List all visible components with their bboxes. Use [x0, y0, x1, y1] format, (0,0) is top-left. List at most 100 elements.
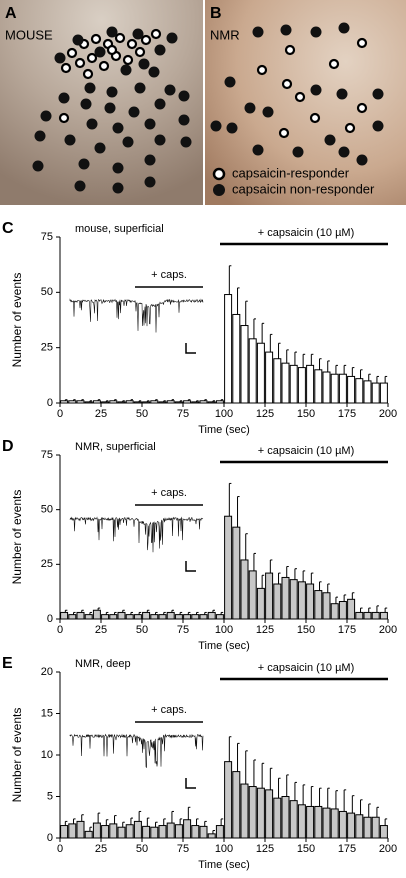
bar [338, 810, 347, 839]
bar [174, 401, 183, 404]
bar [125, 824, 134, 839]
x-tick-label: 25 [95, 408, 107, 420]
responder-dot [58, 112, 70, 124]
x-tick-label: 200 [379, 843, 397, 855]
bar [322, 371, 331, 404]
non-responder-dot [40, 110, 52, 122]
x-tick-label: 75 [177, 408, 189, 420]
bar [355, 814, 364, 839]
bar [92, 822, 101, 839]
x-tick-label: 150 [297, 624, 315, 636]
bar [281, 796, 290, 839]
bar [101, 825, 110, 839]
bar [199, 825, 208, 839]
bar [289, 579, 298, 620]
bar [142, 401, 151, 404]
y-tick-label: 75 [41, 449, 53, 461]
responder-dot [294, 91, 306, 103]
bar [240, 783, 249, 839]
non-responder-dot [112, 182, 124, 194]
responder-dot [278, 127, 290, 139]
non-responder-dot [104, 102, 116, 114]
bar [68, 823, 77, 839]
non-responder-dot [180, 136, 192, 148]
bar [363, 611, 372, 620]
bar [215, 825, 224, 839]
non-responder-dot [154, 44, 166, 56]
responder-dot [134, 46, 146, 58]
non-responder-dot [280, 24, 292, 36]
non-responder-dot [120, 64, 132, 76]
bar [355, 378, 364, 404]
x-tick-label: 125 [256, 408, 274, 420]
bar [297, 581, 306, 620]
non-responder-dot [86, 118, 98, 130]
scale-bar [185, 561, 196, 572]
non-responder-dot [372, 88, 384, 100]
bar [338, 601, 347, 620]
bar [101, 614, 110, 620]
y-axis-label: Number of events [10, 490, 24, 585]
non-responder-dot [244, 102, 256, 114]
non-responder-dot [164, 84, 176, 96]
y-axis-label: Number of events [10, 273, 24, 368]
panel-label: A [5, 5, 17, 22]
bar [183, 614, 192, 620]
responder-dot [284, 44, 296, 56]
image-title: NMR [210, 27, 240, 42]
y-tick-label: 50 [41, 286, 53, 298]
non-responder-dot [94, 46, 106, 58]
legend-swatch [212, 167, 226, 181]
bar [248, 338, 257, 404]
bar [101, 401, 110, 404]
responder-dot [98, 60, 110, 72]
bar [371, 611, 380, 620]
x-tick-label: 150 [297, 843, 315, 855]
inset-trace [69, 733, 204, 768]
bar [150, 826, 159, 839]
non-responder-dot [122, 136, 134, 148]
bar [191, 614, 200, 620]
bar [232, 771, 241, 839]
non-responder-dot [72, 34, 84, 46]
bar [248, 570, 257, 620]
y-tick-label: 75 [41, 231, 53, 243]
non-responder-dot [32, 160, 44, 172]
bar [338, 373, 347, 404]
responder-dot [140, 34, 152, 46]
bar [92, 400, 101, 404]
non-responder-dot [106, 26, 118, 38]
cell-dots [32, 22, 384, 194]
y-tick-label: 10 [41, 749, 53, 761]
non-responder-dot [262, 106, 274, 118]
non-responder-dot [74, 180, 86, 192]
non-responder-dot [58, 92, 70, 104]
bar [174, 614, 183, 620]
bar [232, 313, 241, 404]
scale-bar [185, 343, 196, 354]
bar [347, 812, 356, 839]
non-responder-dot [138, 58, 150, 70]
non-responder-dot [166, 32, 178, 44]
bar [224, 761, 233, 839]
non-responder-dot [226, 122, 238, 134]
annotation: + caps. [151, 704, 187, 716]
bar [371, 816, 380, 839]
responder-dot [74, 57, 86, 69]
x-tick-label: 175 [338, 843, 356, 855]
panel-title: mouse, superficial [75, 223, 164, 235]
non-responder-dot [106, 86, 118, 98]
y-tick-label: 25 [41, 342, 53, 354]
bar [166, 822, 175, 839]
bar [60, 400, 69, 404]
bar [281, 576, 290, 620]
bar [191, 401, 200, 404]
bar [306, 805, 315, 839]
y-tick-label: 0 [47, 397, 53, 409]
x-tick-label: 100 [215, 624, 233, 636]
x-tick-label: 150 [297, 408, 315, 420]
bar [60, 825, 69, 839]
non-responder-dot [148, 66, 160, 78]
inset-trace [69, 516, 204, 553]
